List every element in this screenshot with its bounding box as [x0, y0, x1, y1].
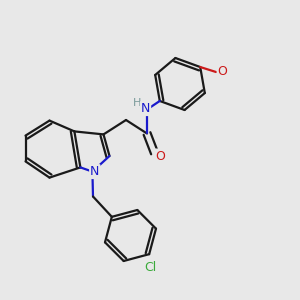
Text: O: O — [155, 149, 165, 163]
Text: N: N — [90, 165, 100, 178]
Text: N: N — [141, 102, 150, 115]
Text: H: H — [133, 98, 142, 108]
Text: Cl: Cl — [145, 261, 157, 274]
Text: O: O — [218, 64, 227, 78]
